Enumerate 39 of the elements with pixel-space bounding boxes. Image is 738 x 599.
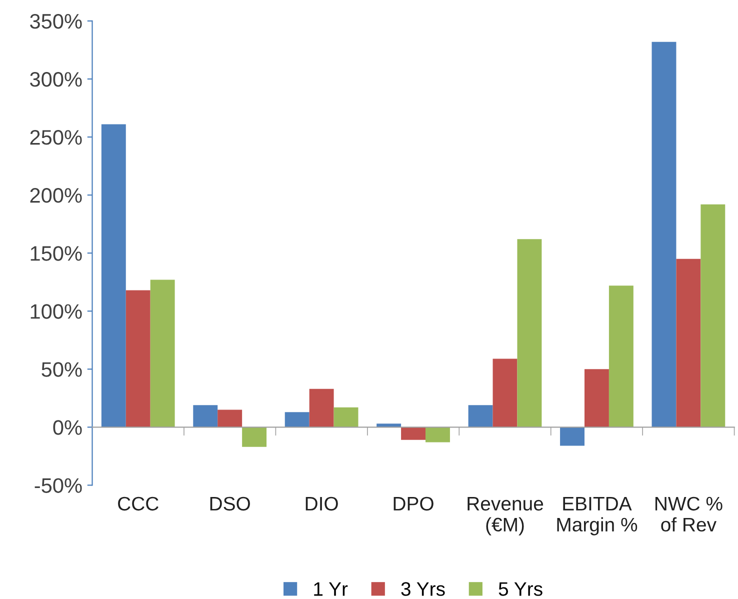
legend-label: 5 Yrs [498, 582, 542, 596]
x-tick-label: NWC % of Rev [655, 496, 722, 532]
bar [101, 124, 126, 428]
bar [652, 42, 676, 428]
x-tick-label: Revenue (€M) [468, 497, 544, 536]
bar [218, 410, 242, 428]
legend-label: 1 Yr [314, 582, 348, 596]
y-tick-label: 350% [30, 14, 82, 29]
bar [584, 369, 609, 428]
bar [560, 427, 584, 446]
bar [401, 427, 426, 440]
bar [193, 405, 218, 428]
bar [309, 388, 334, 428]
y-tick-label: -50% [34, 478, 82, 493]
legend-label: 3 Yrs [401, 582, 445, 596]
bar [608, 286, 634, 428]
y-tick-label: 100% [30, 304, 82, 319]
y-tick-label: 0% [53, 420, 82, 435]
y-tick-label: 150% [30, 246, 82, 261]
bar [426, 427, 450, 442]
bar [468, 405, 493, 428]
y-tick-label: 200% [30, 188, 82, 203]
y-tick-label: 300% [30, 72, 82, 87]
bar [676, 258, 701, 428]
bar [492, 358, 518, 428]
y-tick-label: 50% [42, 362, 82, 377]
x-tick-label: DSO [210, 496, 250, 511]
x-tick-label: DIO [306, 496, 338, 511]
y-tick-label: 250% [30, 130, 82, 145]
bar [150, 280, 175, 428]
x-tick-label: CCC [118, 496, 158, 511]
bar [242, 427, 267, 447]
bar [126, 290, 150, 428]
x-tick-label: EBITDA Margin % [557, 497, 638, 536]
bar [700, 204, 726, 428]
bar [517, 239, 542, 428]
bar [334, 407, 358, 428]
x-tick-label: DPO [394, 496, 434, 511]
bar [284, 412, 310, 428]
